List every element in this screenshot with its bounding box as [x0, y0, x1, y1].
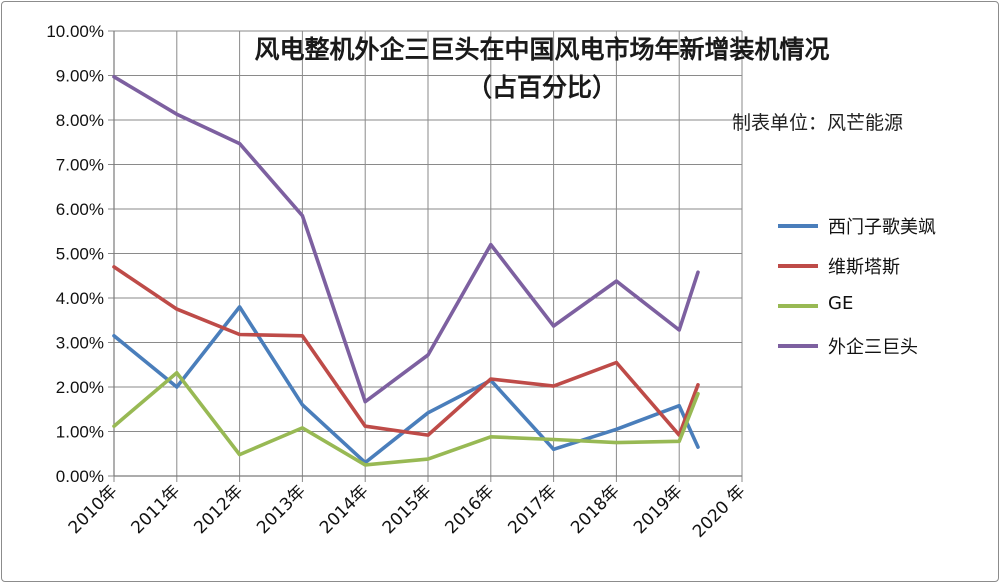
series-line-1: [112, 265, 700, 437]
series-lines: [112, 75, 700, 467]
legend-item-top3-total: 外企三巨头: [774, 328, 984, 368]
source-note: 制表单位：风芒能源: [732, 112, 904, 134]
y-tick-label: 4.00%: [56, 289, 104, 308]
legend-swatch: [778, 224, 818, 228]
legend-label: 西门子歌美飒: [828, 217, 936, 238]
y-tick-label: 8.00%: [56, 111, 104, 130]
legend-label: GE: [828, 293, 854, 314]
y-tick-label: 2.00%: [56, 378, 104, 397]
x-tick-label: 2014年: [316, 481, 373, 538]
y-tick-label: 5.00%: [56, 245, 104, 264]
legend-item-siemens-gamesa: 西门子歌美飒: [774, 208, 984, 248]
series-line-2: [112, 370, 700, 467]
x-tick-label: 2013年: [253, 481, 310, 538]
axes: [108, 30, 743, 482]
legend-swatch: [778, 344, 818, 348]
x-tick-label: 2020 年: [689, 481, 750, 542]
legend-label: 外企三巨头: [828, 337, 918, 358]
legend-item-vestas: 维斯塔斯: [774, 248, 984, 288]
x-tick-label: 2017年: [504, 481, 561, 538]
x-tick-label: 2015年: [379, 481, 436, 538]
legend-swatch: [778, 264, 818, 268]
y-tick-label: 0.00%: [56, 467, 104, 486]
legend-label: 维斯塔斯: [828, 257, 900, 278]
chart-title: 风电整机外企三巨头在中国风电市场年新增装机情况: [254, 35, 830, 64]
y-tick-label: 10.00%: [46, 22, 104, 41]
series-line-0: [112, 305, 700, 465]
series-line-3: [112, 75, 700, 404]
x-tick-label: 2012年: [190, 481, 247, 538]
legend: 西门子歌美飒 维斯塔斯 GE 外企三巨头: [774, 208, 984, 368]
y-tick-label: 3.00%: [56, 334, 104, 353]
chart-subtitle: （占百分比）: [466, 73, 617, 102]
x-tick-label: 2011年: [128, 481, 185, 538]
legend-swatch: [778, 304, 818, 308]
x-tick-label: 2018年: [567, 481, 624, 538]
x-tick-label: 2019年: [630, 481, 687, 538]
legend-item-ge: GE: [774, 288, 984, 328]
y-tick-label: 6.00%: [56, 200, 104, 219]
x-tick-label: 2010年: [65, 481, 122, 538]
y-tick-label: 1.00%: [56, 423, 104, 442]
y-tick-label: 7.00%: [56, 156, 104, 175]
x-tick-label: 2016年: [442, 481, 499, 538]
y-tick-label: 9.00%: [56, 67, 104, 86]
